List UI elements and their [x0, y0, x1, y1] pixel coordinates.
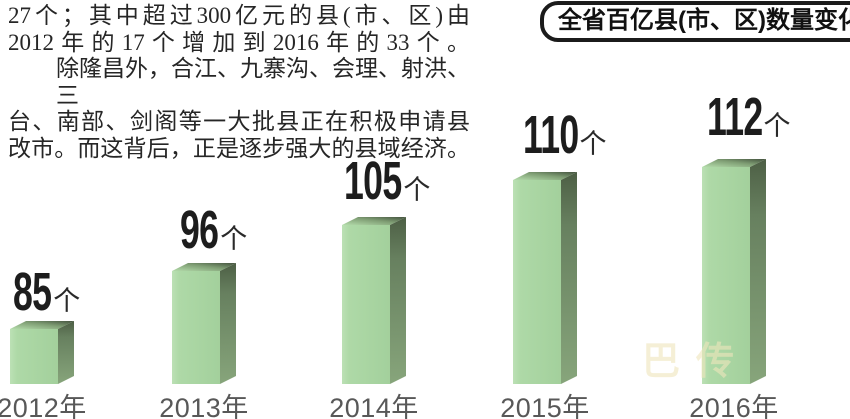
bar-front-face: [342, 225, 390, 384]
article-line: 台、南部、剑阁等一大批县正在积极申请县: [8, 109, 470, 134]
bar-value-unit: 个: [53, 286, 81, 316]
bar-value-number: 105: [344, 151, 402, 211]
bar-value-unit: 个: [579, 129, 607, 159]
bar-value-2015年: 110个: [523, 108, 606, 162]
axis-label-2016年: 2016年: [689, 393, 779, 419]
axis-label-2012年: 2012年: [0, 393, 87, 419]
axis-label-2014年: 2014年: [329, 393, 419, 419]
bar-front-face: [10, 329, 58, 384]
bar-front-face: [702, 167, 750, 384]
bar-2013年: [172, 263, 236, 384]
bar-top-face: [513, 172, 577, 180]
bar-value-number: 112: [707, 87, 763, 147]
bar-top-face: [342, 217, 406, 225]
article-line: 除隆昌外，合江、九寨沟、会理、射洪、三: [56, 56, 470, 108]
bar-side-face: [390, 217, 406, 384]
bar-value-2012年: 85个: [13, 265, 80, 319]
bar-value-number: 96: [180, 200, 219, 260]
axis-label-2013年: 2013年: [159, 393, 249, 419]
bar-value-unit: 个: [403, 175, 431, 205]
bar-2015年: [513, 172, 577, 384]
article-line: 2012年的17个增加到2016年的33个。: [8, 29, 470, 55]
bar-side-face: [58, 321, 74, 384]
bar-value-number: 85: [13, 262, 52, 322]
bar-value-2014年: 105个: [344, 154, 430, 208]
bar-front-face: [513, 180, 561, 384]
bar-top-face: [702, 159, 766, 167]
article-line: 27个；其中超过300亿元的县(市、区)由: [8, 3, 470, 28]
bar-front-face: [172, 271, 220, 384]
bar-side-face: [561, 172, 577, 384]
bar-value-unit: 个: [220, 224, 248, 254]
bar-value-unit: 个: [763, 111, 791, 141]
bar-2014年: [342, 217, 406, 384]
chart-title-banner: 全省百亿县(市、区)数量变化: [540, 1, 850, 42]
article-text: 27个；其中超过300亿元的县(市、区)由 2012年的17个增加到2016年的3…: [8, 3, 470, 162]
bar-value-2016年: 112个: [707, 90, 790, 144]
bar-side-face: [220, 263, 236, 384]
bar-top-face: [10, 321, 74, 329]
bar-side-face: [750, 159, 766, 384]
bar-top-face: [172, 263, 236, 271]
article-line: 改市。而这背后，正是逐步强大的县域经济。: [8, 135, 470, 161]
bar-value-number: 110: [523, 105, 579, 165]
chart-title: 全省百亿县(市、区)数量变化: [558, 7, 850, 34]
bar-2012年: [10, 321, 74, 384]
bar-value-2013年: 96个: [180, 203, 247, 257]
bar-2016年: [702, 159, 766, 384]
axis-label-2015年: 2015年: [500, 393, 590, 419]
